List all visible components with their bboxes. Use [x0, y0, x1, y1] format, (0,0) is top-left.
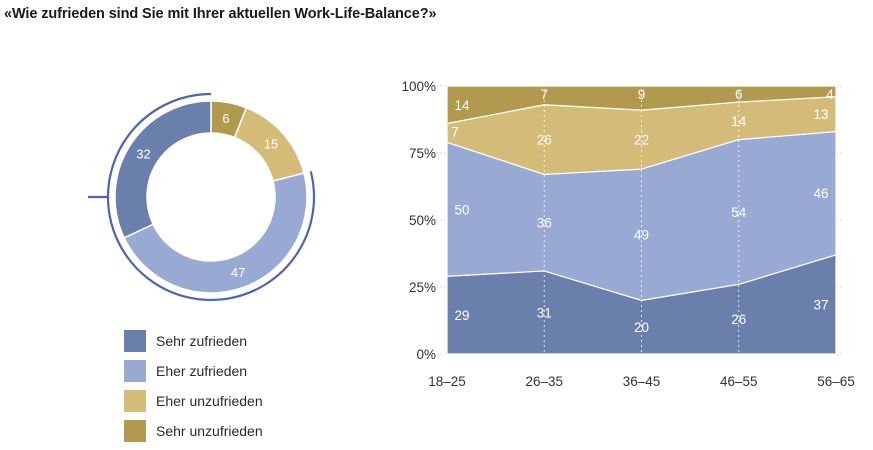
y-tick-label: 0% — [416, 347, 436, 362]
area-value-label: 6 — [735, 87, 743, 102]
chart-title: «Wie zufrieden sind Sie mit Ihrer aktuel… — [4, 6, 437, 22]
area-value-label: 7 — [540, 87, 548, 102]
area-value-label: 4 — [826, 87, 834, 102]
donut-slice-sehr-zufrieden — [114, 100, 212, 239]
area-value-label: 14 — [454, 98, 470, 113]
area-value-label: 54 — [731, 205, 747, 220]
legend-swatch-sehr-unzufrieden — [124, 420, 146, 442]
legend: Sehr zufrieden Eher zufrieden Eher unzuf… — [124, 326, 263, 446]
legend-label: Eher zufrieden — [156, 363, 248, 379]
area-value-label: 46 — [813, 186, 828, 201]
area-value-label: 7 — [451, 125, 459, 140]
x-tick-label: 26–35 — [525, 374, 563, 389]
donut-slice-eher-zufrieden — [123, 172, 308, 294]
area-value-label: 29 — [454, 308, 469, 323]
area-value-label: 37 — [813, 297, 828, 312]
area-value-label: 26 — [731, 312, 746, 327]
donut-value-label: 15 — [264, 137, 278, 152]
legend-swatch-sehr-zufrieden — [124, 330, 146, 352]
area-value-label: 14 — [731, 114, 747, 129]
donut-value-label: 32 — [136, 147, 150, 162]
legend-item: Sehr unzufrieden — [124, 416, 263, 446]
x-tick-label: 36–45 — [623, 374, 661, 389]
legend-label: Sehr zufrieden — [156, 333, 248, 349]
area-value-label: 49 — [634, 228, 649, 243]
y-tick-label: 100% — [401, 79, 436, 94]
area-value-label: 31 — [537, 305, 552, 320]
legend-item: Eher zufrieden — [124, 356, 263, 386]
area-value-label: 9 — [638, 87, 646, 102]
donut-chart: 615473279% — [80, 92, 316, 302]
y-tick-label: 75% — [409, 146, 436, 161]
area-value-label: 22 — [634, 133, 649, 148]
donut-value-label: 47 — [231, 265, 245, 280]
y-tick-label: 25% — [409, 280, 436, 295]
x-tick-label: 46–55 — [720, 374, 758, 389]
legend-swatch-eher-unzufrieden — [124, 390, 146, 412]
donut-value-label: 6 — [222, 111, 229, 126]
legend-label: Eher unzufrieden — [156, 393, 263, 409]
area-value-label: 50 — [454, 202, 469, 217]
x-tick-label: 56–65 — [817, 374, 855, 389]
area-value-label: 20 — [634, 320, 649, 335]
legend-label: Sehr unzufrieden — [156, 423, 263, 439]
area-value-label: 13 — [813, 107, 828, 122]
legend-swatch-eher-zufrieden — [124, 360, 146, 382]
legend-item: Sehr zufrieden — [124, 326, 263, 356]
y-tick-label: 50% — [409, 213, 436, 228]
satisfied-bracket-arc — [106, 92, 316, 302]
x-tick-label: 18–25 — [428, 374, 466, 389]
area-value-label: 26 — [537, 133, 552, 148]
legend-item: Eher unzufrieden — [124, 386, 263, 416]
area-value-label: 36 — [537, 216, 552, 231]
